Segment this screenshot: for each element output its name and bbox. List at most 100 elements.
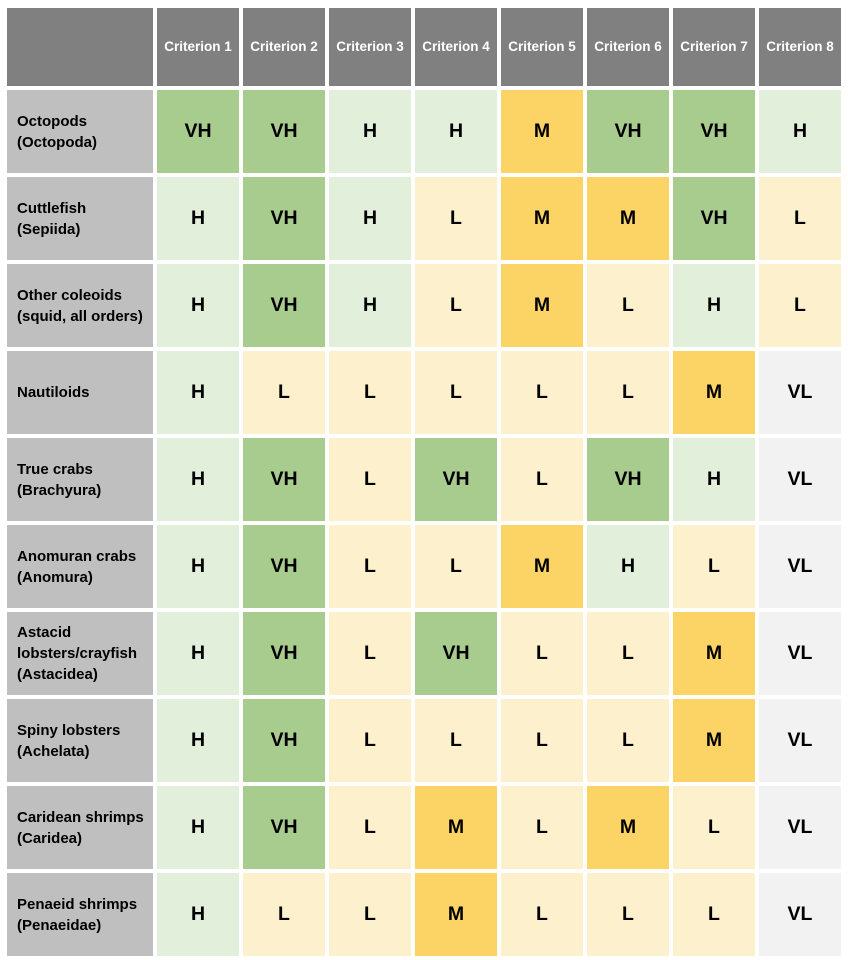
header-row: Criterion 1 Criterion 2 Criterion 3 Criteri… <box>7 8 841 86</box>
matrix-cell: M <box>673 612 755 695</box>
matrix-cell: M <box>587 786 669 869</box>
row-label: Nautiloids <box>7 351 153 434</box>
table-header: Criterion 1 Criterion 2 Criterion 3 Criteri… <box>7 8 841 86</box>
matrix-cell: M <box>501 525 583 608</box>
table-row: True crabs (Brachyura) H VH L VH L VH H VL <box>7 438 841 521</box>
column-header: Criterion 8 <box>759 8 841 86</box>
matrix-cell: H <box>157 873 239 956</box>
matrix-cell: L <box>329 786 411 869</box>
matrix-cell: L <box>673 525 755 608</box>
matrix-cell: L <box>673 873 755 956</box>
column-header: Criterion 2 <box>243 8 325 86</box>
matrix-cell: M <box>415 873 497 956</box>
matrix-cell: L <box>673 786 755 869</box>
matrix-cell: L <box>329 351 411 434</box>
table-row: Other coleoids (squid, all orders) H VH H L M… <box>7 264 841 347</box>
row-label: Octopods (Octopoda) <box>7 90 153 173</box>
matrix-cell: L <box>415 177 497 260</box>
column-header: Criterion 4 <box>415 8 497 86</box>
matrix-cell: L <box>501 438 583 521</box>
matrix-cell: VL <box>759 438 841 521</box>
matrix-cell: L <box>587 351 669 434</box>
matrix-cell: L <box>243 351 325 434</box>
table-row: Cuttlefish (Sepiida) H VH H L M M VH L <box>7 177 841 260</box>
matrix-cell: L <box>329 525 411 608</box>
column-header: Criterion 5 <box>501 8 583 86</box>
table-row: Spiny lobsters (Achelata) H VH L L L L M VL <box>7 699 841 782</box>
matrix-cell: L <box>501 699 583 782</box>
matrix-cell: L <box>501 351 583 434</box>
table-row: Caridean shrimps (Caridea) H VH L M L M L VL <box>7 786 841 869</box>
matrix-cell: VL <box>759 873 841 956</box>
matrix-cell: M <box>501 264 583 347</box>
matrix-cell: L <box>759 177 841 260</box>
matrix-cell: VH <box>243 699 325 782</box>
matrix-cell: L <box>759 264 841 347</box>
row-label: Astacid lobsters/crayfish (Astacidea) <box>7 612 153 695</box>
matrix-cell: VH <box>243 264 325 347</box>
matrix-cell: L <box>587 612 669 695</box>
matrix-cell: VH <box>243 525 325 608</box>
matrix-cell: VH <box>673 177 755 260</box>
matrix-cell: L <box>415 699 497 782</box>
matrix-cell: VH <box>243 786 325 869</box>
matrix-cell: M <box>587 177 669 260</box>
matrix-cell: VH <box>587 438 669 521</box>
matrix-cell: VH <box>243 438 325 521</box>
matrix-cell: H <box>673 438 755 521</box>
matrix-cell: H <box>587 525 669 608</box>
matrix-cell: VL <box>759 786 841 869</box>
table-row: Penaeid shrimps (Penaeidae) H L L M L L L VL <box>7 873 841 956</box>
matrix-cell: L <box>587 264 669 347</box>
row-label: Anomuran crabs (Anomura) <box>7 525 153 608</box>
matrix-cell: M <box>501 90 583 173</box>
matrix-cell: VL <box>759 525 841 608</box>
table-row: Nautiloids H L L L L L M VL <box>7 351 841 434</box>
matrix-cell: H <box>329 264 411 347</box>
matrix-cell: L <box>501 873 583 956</box>
column-header: Criterion 6 <box>587 8 669 86</box>
matrix-cell: H <box>759 90 841 173</box>
matrix-cell: L <box>501 786 583 869</box>
matrix-cell: VH <box>587 90 669 173</box>
matrix-cell: L <box>329 612 411 695</box>
matrix-cell: L <box>501 612 583 695</box>
matrix-cell: L <box>587 873 669 956</box>
column-header: Criterion 3 <box>329 8 411 86</box>
column-header: Criterion 1 <box>157 8 239 86</box>
matrix-cell: M <box>673 699 755 782</box>
matrix-cell: L <box>587 699 669 782</box>
matrix-cell: H <box>157 612 239 695</box>
row-label: Spiny lobsters (Achelata) <box>7 699 153 782</box>
matrix-cell: VH <box>415 438 497 521</box>
matrix-cell: L <box>329 873 411 956</box>
matrix-cell: L <box>415 525 497 608</box>
matrix-cell: VH <box>243 177 325 260</box>
matrix-cell: M <box>415 786 497 869</box>
matrix-cell: L <box>329 438 411 521</box>
matrix-cell: L <box>329 699 411 782</box>
matrix-cell: L <box>415 264 497 347</box>
matrix-cell: L <box>415 351 497 434</box>
row-label: Penaeid shrimps (Penaeidae) <box>7 873 153 956</box>
matrix-cell: M <box>501 177 583 260</box>
matrix-cell: H <box>157 786 239 869</box>
column-header: Criterion 7 <box>673 8 755 86</box>
matrix-cell: H <box>157 525 239 608</box>
matrix-cell: H <box>673 264 755 347</box>
matrix-cell: VL <box>759 699 841 782</box>
row-label: Other coleoids (squid, all orders) <box>7 264 153 347</box>
table-row: Anomuran crabs (Anomura) H VH L L M H L VL <box>7 525 841 608</box>
table-body: Octopods (Octopoda) VH VH H H M VH VH H Cuttlefis… <box>7 90 841 956</box>
criteria-heatmap-table: Criterion 1 Criterion 2 Criterion 3 Criteri… <box>3 4 845 960</box>
matrix-cell: H <box>329 177 411 260</box>
matrix-cell: VH <box>673 90 755 173</box>
row-label: True crabs (Brachyura) <box>7 438 153 521</box>
matrix-cell: VL <box>759 612 841 695</box>
matrix-cell: H <box>157 177 239 260</box>
matrix-cell: VL <box>759 351 841 434</box>
matrix-cell: VH <box>243 612 325 695</box>
matrix-cell: H <box>157 438 239 521</box>
matrix-cell: L <box>243 873 325 956</box>
table-row: Octopods (Octopoda) VH VH H H M VH VH H <box>7 90 841 173</box>
